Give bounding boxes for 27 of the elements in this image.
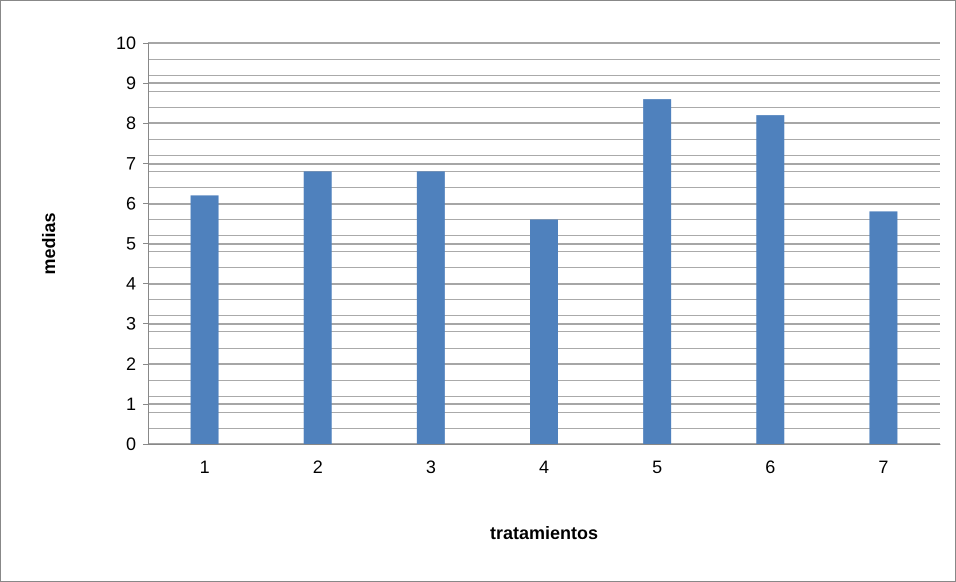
y-tick-label: 3 [126, 314, 136, 334]
y-tick-label: 9 [126, 73, 136, 94]
bar [756, 115, 784, 444]
x-tick-label: 1 [200, 457, 210, 477]
bar [643, 99, 672, 444]
x-tick-label: 6 [765, 457, 776, 477]
y-tick-label: 1 [126, 394, 136, 414]
x-tick-label: 4 [538, 457, 550, 477]
y-tick-label: 10 [116, 33, 136, 53]
x-tick-label: 3 [426, 457, 436, 477]
bar [869, 211, 898, 444]
x-tick-label: 5 [652, 457, 662, 477]
bar [190, 195, 219, 444]
y-axis-title: medias [39, 212, 59, 275]
bar [304, 171, 332, 444]
x-axis-title: tratamientos [490, 523, 598, 543]
y-tick-label: 2 [126, 354, 136, 374]
y-tick-label: 4 [126, 274, 136, 294]
x-tick-label: 2 [312, 457, 323, 477]
y-tick-label: 8 [126, 113, 136, 134]
y-tick-label: 7 [126, 153, 136, 174]
y-tick-label: 6 [126, 193, 136, 214]
y-tick-label: 0 [126, 434, 136, 454]
bar [530, 219, 558, 444]
y-tick-label: 5 [126, 234, 136, 254]
x-tick-label: 7 [878, 457, 888, 477]
bar [416, 171, 445, 444]
